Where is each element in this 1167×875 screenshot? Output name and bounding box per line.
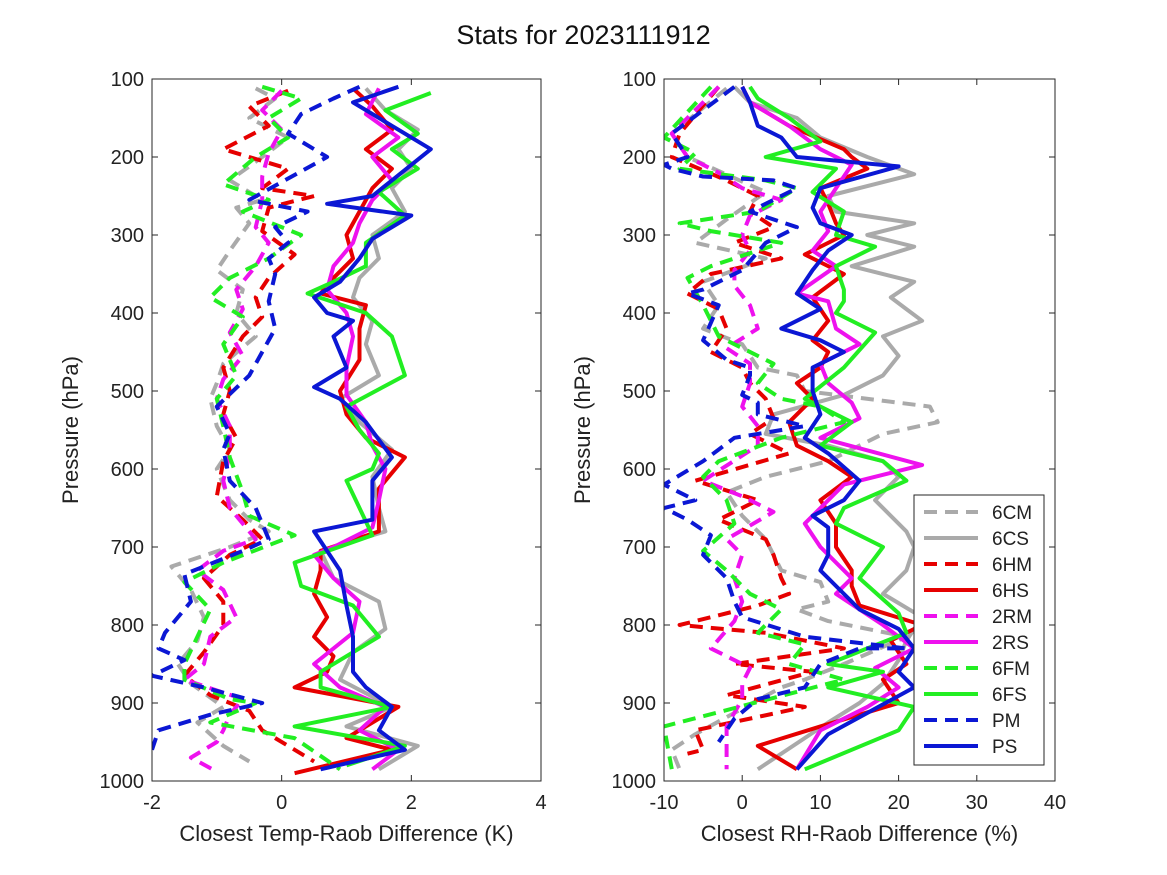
legend-entry-6cm: 6CM — [924, 503, 1032, 524]
y-tick-label: 100 — [623, 69, 656, 91]
series-line-6fm — [182, 84, 342, 771]
y-tick-label: 600 — [111, 459, 144, 481]
y-axis-label: Pressure (hPa) — [570, 356, 595, 504]
figure-title: Stats for 2023111912 — [456, 20, 711, 50]
legend-entry-6hs: 6HS — [924, 581, 1029, 602]
series-line-6cm — [669, 86, 940, 771]
series-line-2rs — [312, 87, 401, 771]
y-tick-label: 900 — [111, 693, 144, 715]
legend-label: PS — [992, 737, 1017, 758]
series-line-6fs — [748, 85, 917, 772]
y-tick-label: 600 — [623, 459, 656, 481]
series-line-ps — [312, 84, 433, 772]
series-line-pm — [664, 85, 909, 744]
series-line-ps — [740, 85, 917, 771]
legend-entry-6cs: 6CS — [924, 529, 1029, 550]
y-tick-label: 800 — [623, 615, 656, 637]
x-tick-label: -2 — [143, 792, 161, 814]
legend-entry-pm: PM — [924, 711, 1021, 732]
y-tick-label: 100 — [111, 69, 144, 91]
legend: 6CM 6CS 6HM 6HS 2RM 2RS 6FM 6FS PM PS — [913, 494, 1045, 766]
x-tick-label: 4 — [535, 792, 546, 814]
x-tick-label: 0 — [276, 792, 287, 814]
y-tick-label: 300 — [623, 225, 656, 247]
y-tick-label: 800 — [111, 615, 144, 637]
legend-entry-6fs: 6FS — [924, 685, 1027, 706]
y-tick-label: 700 — [111, 537, 144, 559]
x-tick-label: -10 — [650, 792, 679, 814]
y-tick-label: 200 — [111, 147, 144, 169]
temp-diff-panel: -2 0 2 4 100 200 300 400 500 600 700 800 900 1000 Clos… — [58, 69, 547, 846]
y-tick-label: 400 — [111, 303, 144, 325]
y-tick-label: 500 — [623, 381, 656, 403]
x-axis-label: Closest Temp-Raob Difference (K) — [179, 821, 513, 846]
legend-entry-6hm: 6HM — [924, 555, 1032, 576]
y-tick-label: 400 — [623, 303, 656, 325]
x-tick-label: 2 — [406, 792, 417, 814]
series-line-pm — [152, 84, 361, 751]
legend-label: 6CM — [992, 503, 1032, 524]
y-axis-label: Pressure (hPa) — [58, 356, 83, 504]
legend-label: 6FM — [992, 659, 1030, 680]
axes-frame — [151, 78, 542, 782]
legend-label: 6CS — [992, 529, 1029, 550]
y-tick-label: 200 — [623, 147, 656, 169]
y-tick-label: 900 — [623, 693, 656, 715]
legend-entry-2rs: 2RS — [924, 633, 1029, 654]
series-line-6cm — [169, 86, 291, 764]
legend-label: 6FS — [992, 685, 1027, 706]
x-tick-label: 10 — [809, 792, 831, 814]
y-tick-label: 300 — [111, 225, 144, 247]
legend-entry-6fm: 6FM — [924, 659, 1030, 680]
legend-entry-2rm: 2RM — [924, 607, 1032, 628]
legend-entry-ps: PS — [924, 737, 1017, 758]
series-line-6hm — [669, 85, 846, 756]
legend-label: PM — [992, 711, 1021, 732]
x-axis-label: Closest RH-Raob Difference (%) — [701, 821, 1018, 846]
y-tick-label: 1000 — [100, 771, 145, 793]
x-tick-label: 20 — [887, 792, 909, 814]
x-tick-label: 0 — [737, 792, 748, 814]
axes-frame — [663, 78, 1056, 782]
x-tick-label: 40 — [1044, 792, 1066, 814]
y-tick-label: 700 — [623, 537, 656, 559]
legend-label: 2RS — [992, 633, 1029, 654]
series-line-2rm — [182, 89, 284, 774]
series-line-2rs — [740, 85, 925, 771]
y-tick-label: 500 — [111, 381, 144, 403]
legend-label: 6HS — [992, 581, 1029, 602]
x-tick-label: 30 — [966, 792, 988, 814]
y-tick-label: 1000 — [612, 771, 657, 793]
legend-label: 2RM — [992, 607, 1032, 628]
series-group — [152, 84, 433, 776]
legend-label: 6HM — [992, 555, 1032, 576]
plot-area — [152, 79, 541, 781]
